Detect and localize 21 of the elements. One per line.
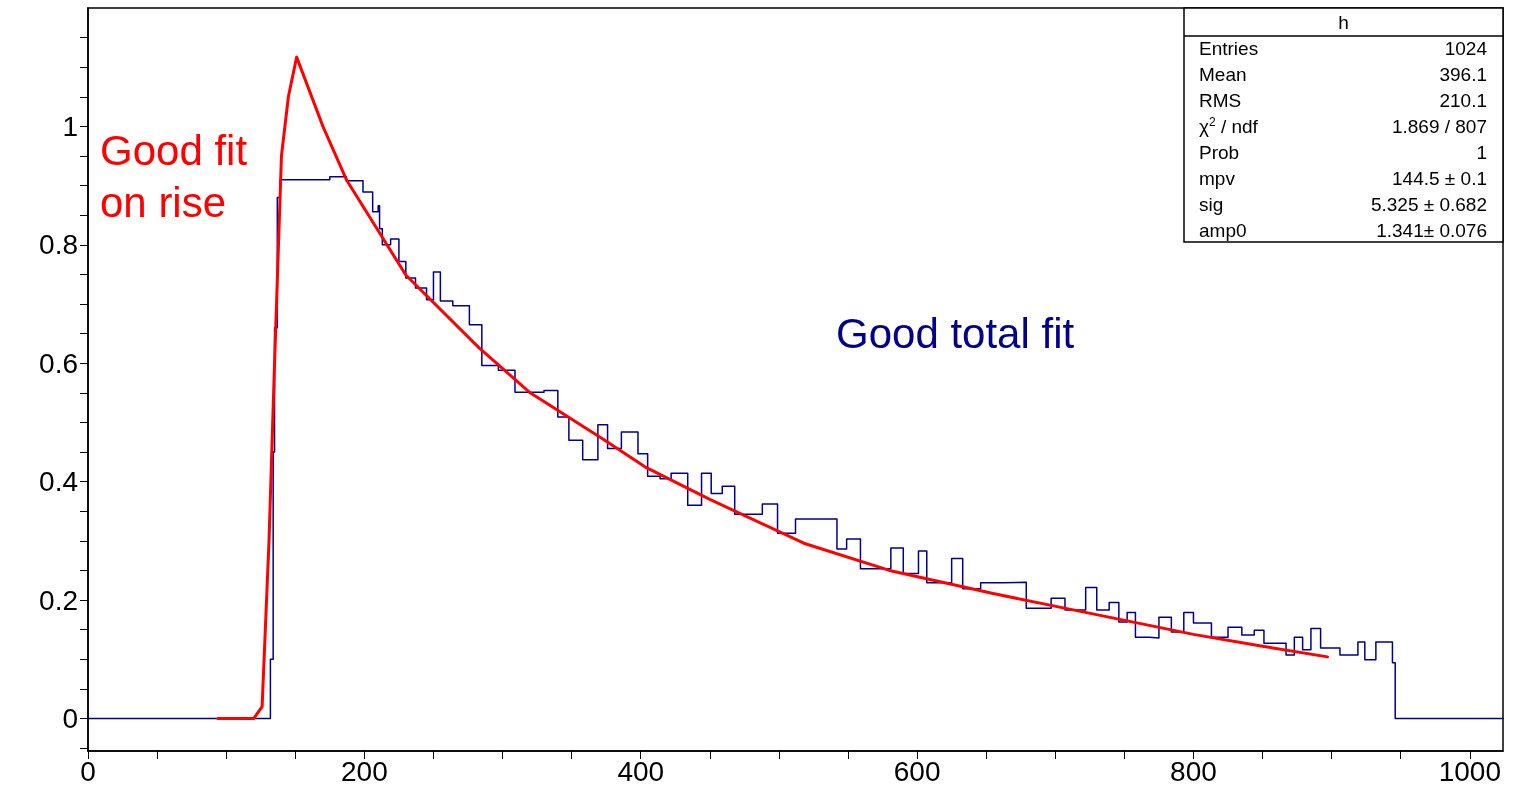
text: amp0 1.341± 0.076 bbox=[1199, 219, 1487, 241]
x-tick-label: 200 bbox=[341, 755, 388, 787]
text: Entries 1024 bbox=[1199, 37, 1487, 59]
text: Mean 396.1 bbox=[1199, 63, 1487, 85]
x-tick-label: 600 bbox=[893, 755, 941, 787]
annotation: Good total fit bbox=[836, 309, 1075, 357]
text: mpv 144.5 ± 0.1 bbox=[1199, 167, 1487, 189]
annotation: h bbox=[1338, 11, 1349, 33]
y-tick-label: 0.6 bbox=[39, 347, 78, 379]
text: sig 5.325 ± 0.682 bbox=[1199, 193, 1487, 215]
y-tick-label: 0 bbox=[62, 702, 78, 734]
y-tick-label: 0.2 bbox=[39, 584, 78, 616]
text: Prob 1 bbox=[1199, 141, 1487, 163]
y-tick-label: 0.8 bbox=[39, 229, 78, 261]
text: RMS 210.1 bbox=[1199, 89, 1487, 111]
x-tick-label: 800 bbox=[1170, 755, 1217, 787]
y-tick-label: 0.4 bbox=[39, 466, 78, 498]
x-tick-label: 1000 bbox=[1438, 755, 1501, 787]
annotation: Good fit on rise bbox=[100, 126, 248, 226]
y-tick-label: 1 bbox=[62, 110, 78, 142]
x-tick-label: 400 bbox=[617, 755, 665, 787]
